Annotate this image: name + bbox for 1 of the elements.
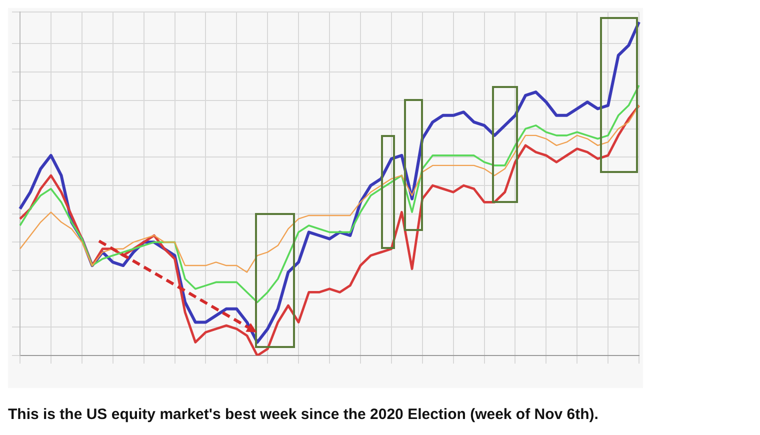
text: This is the US equity market's best week since the 2020 Election (week of Nov 6th).: [8, 406, 600, 423]
